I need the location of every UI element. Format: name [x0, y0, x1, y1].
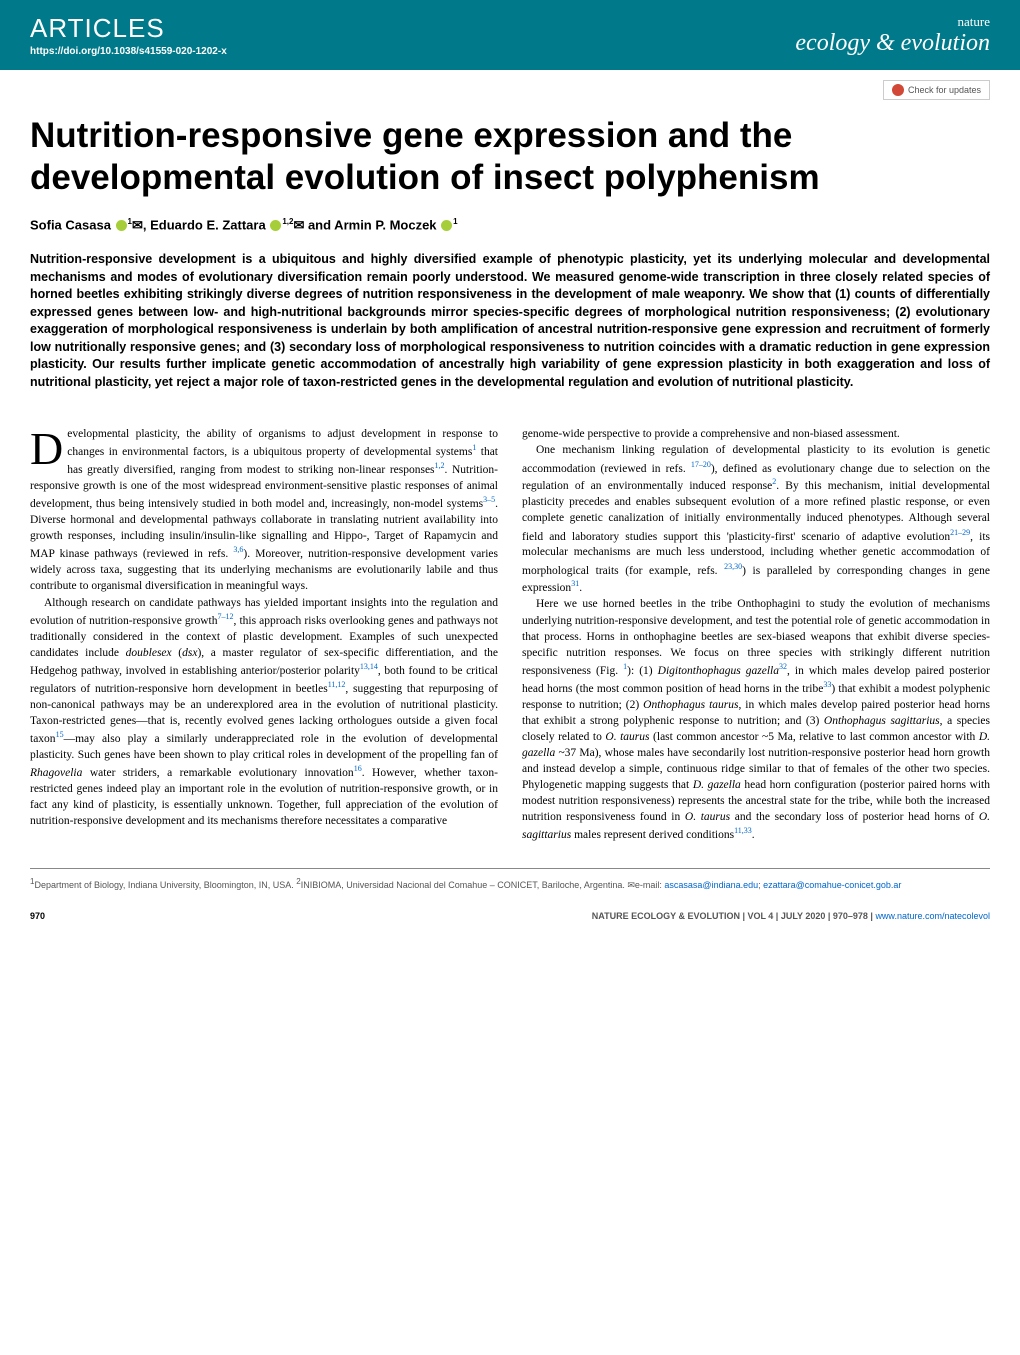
- body-columns: Developmental plasticity, the ability of…: [0, 411, 1020, 858]
- column-right: genome-wide perspective to provide a com…: [522, 426, 990, 843]
- body-paragraph: One mechanism linking regulation of deve…: [522, 442, 990, 596]
- check-updates-row: Check for updates: [0, 70, 1020, 105]
- affiliations: 1Department of Biology, Indiana Universi…: [30, 868, 990, 891]
- footer-link[interactable]: www.nature.com/natecolevol: [875, 911, 990, 921]
- citation-text: NATURE ECOLOGY & EVOLUTION | VOL 4 | JUL…: [592, 911, 876, 921]
- check-updates-button[interactable]: Check for updates: [883, 80, 990, 100]
- journal-name: ecology & evolution: [795, 30, 990, 57]
- body-paragraph: genome-wide perspective to provide a com…: [522, 426, 990, 442]
- column-left: Developmental plasticity, the ability of…: [30, 426, 498, 843]
- dropcap: D: [30, 426, 67, 468]
- page-header: ARTICLES https://doi.org/10.1038/s41559-…: [0, 0, 1020, 70]
- body-paragraph: Although research on candidate pathways …: [30, 595, 498, 829]
- author-list: Sofia Casasa 1✉, Eduardo E. Zattara 1,2✉…: [30, 217, 990, 233]
- abstract: Nutrition-responsive development is a ub…: [30, 251, 990, 391]
- update-icon: [892, 84, 904, 96]
- page-footer: 970 NATURE ECOLOGY & EVOLUTION | VOL 4 |…: [0, 891, 1020, 936]
- footer-citation: NATURE ECOLOGY & EVOLUTION | VOL 4 | JUL…: [592, 911, 990, 921]
- title-block: Nutrition-responsive gene expression and…: [0, 105, 1020, 411]
- doi-link[interactable]: https://doi.org/10.1038/s41559-020-1202-…: [30, 46, 480, 57]
- article-title: Nutrition-responsive gene expression and…: [30, 115, 990, 199]
- body-paragraph: Developmental plasticity, the ability of…: [30, 426, 498, 594]
- page-number: 970: [30, 911, 45, 921]
- header-right: nature ecology & evolution: [510, 0, 1020, 70]
- body-paragraph: Here we use horned beetles in the tribe …: [522, 596, 990, 843]
- section-label: ARTICLES: [30, 13, 480, 44]
- check-updates-label: Check for updates: [908, 85, 981, 95]
- header-left: ARTICLES https://doi.org/10.1038/s41559-…: [0, 0, 510, 70]
- publisher-name: nature: [958, 14, 990, 30]
